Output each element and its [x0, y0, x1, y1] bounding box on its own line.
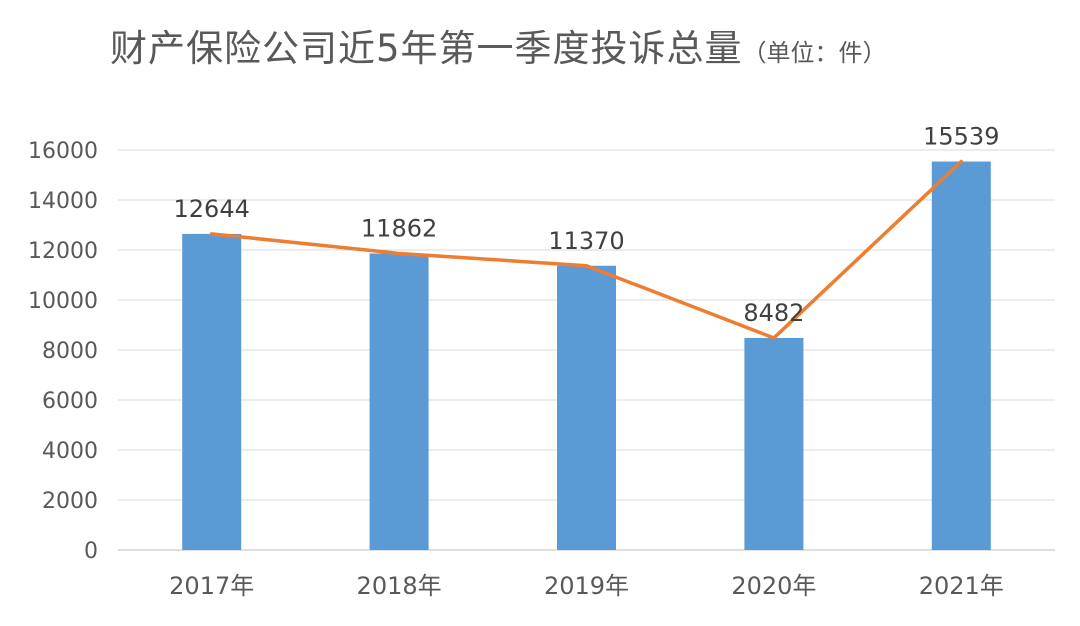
y-tick-label: 2000	[42, 489, 98, 514]
y-tick-label: 16000	[28, 139, 98, 164]
y-axis: 0 2000 4000 6000 8000 10000 12000 14000 16000	[28, 139, 98, 564]
x-tick-label: 2019年	[544, 572, 629, 600]
bar	[931, 161, 991, 550]
bar	[744, 337, 804, 550]
data-label: 8482	[743, 299, 804, 327]
x-tick-label: 2021年	[919, 572, 1004, 600]
y-tick-label: 10000	[28, 289, 98, 314]
y-tick-label: 4000	[42, 439, 98, 464]
y-tick-label: 12000	[28, 239, 98, 264]
x-tick-label: 2018年	[357, 572, 442, 600]
x-axis: 2017年 2018年 2019年 2020年 2021年	[169, 572, 1004, 600]
data-label: 15539	[923, 123, 999, 151]
y-tick-label: 0	[84, 539, 98, 564]
x-tick-label: 2017年	[169, 572, 254, 600]
chart-unit-note: （单位：件）	[742, 39, 887, 67]
bar	[182, 233, 242, 550]
x-tick-label: 2020年	[731, 572, 816, 600]
bar	[557, 265, 616, 550]
bar-series	[182, 161, 991, 550]
line-series	[209, 159, 964, 340]
trend-line	[209, 159, 964, 340]
bar	[369, 253, 429, 550]
chart-title: 财产保险公司近5年第一季度投诉总量（单位：件）	[110, 18, 887, 74]
data-label: 11370	[548, 227, 624, 255]
data-labels: 12644 11862 11370 8482 15539	[174, 123, 1000, 327]
data-label: 12644	[174, 195, 250, 223]
y-tick-label: 14000	[28, 189, 98, 214]
chart-title-text: 财产保险公司近5年第一季度投诉总量	[110, 27, 743, 70]
y-tick-label: 8000	[42, 339, 98, 364]
data-label: 11862	[361, 214, 437, 242]
y-tick-label: 6000	[42, 389, 98, 414]
